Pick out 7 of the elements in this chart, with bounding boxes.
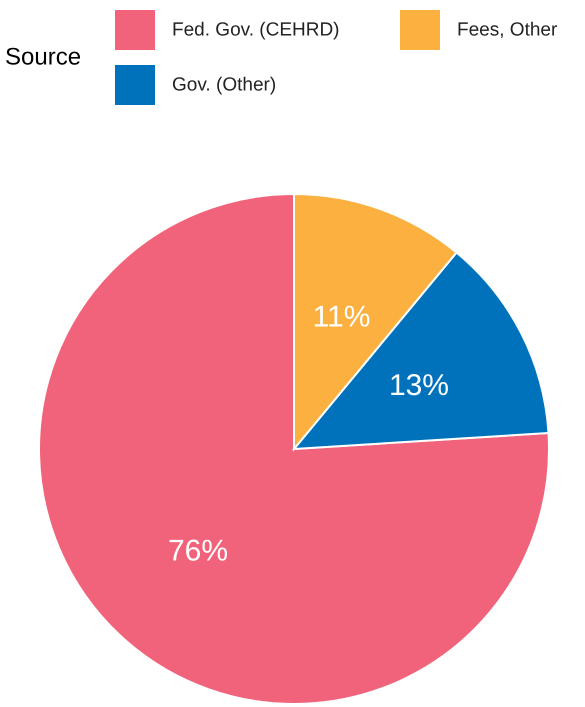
- data-label: 11%: [312, 300, 370, 334]
- legend-label: Gov. (Other): [172, 74, 276, 96]
- legend-title: Source: [5, 44, 82, 70]
- legend-label: Fees, Other: [457, 20, 558, 40]
- legend-label: Fed. Gov. (CEHRD): [172, 20, 340, 40]
- data-label: 76%: [168, 534, 228, 568]
- data-label: 13%: [388, 368, 449, 402]
